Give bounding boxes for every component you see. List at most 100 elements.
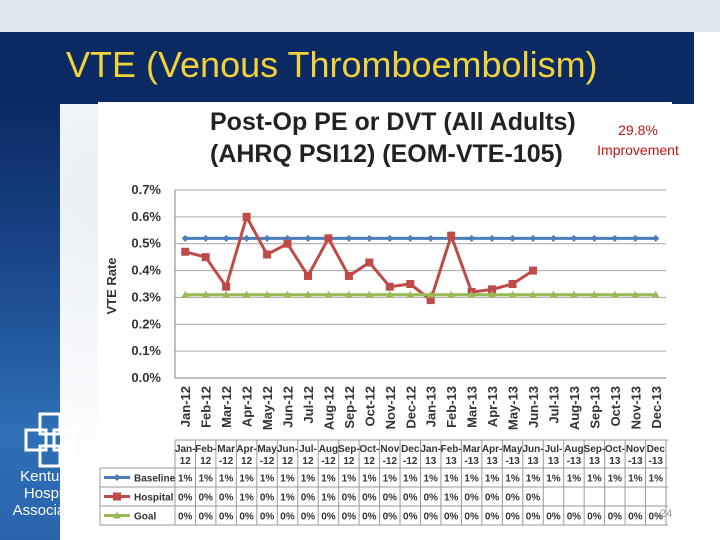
x-tick-label: Dec-12: [403, 386, 418, 429]
data-point-goal: [447, 290, 456, 298]
x-tick-label: Jun-13: [526, 386, 541, 428]
table-header: Sep-: [584, 444, 606, 455]
table-cell: 0%: [403, 493, 418, 504]
org-name-line-3: Association: [12, 502, 90, 519]
data-point-goal: [283, 290, 292, 298]
table-cell: 0%: [301, 493, 316, 504]
table-cell: 1%: [546, 474, 561, 485]
x-tick-label: Mar-13: [465, 386, 480, 428]
table-cell: 1%: [198, 474, 213, 485]
data-point-goal: [303, 290, 312, 298]
x-tick-label: Sep-12: [342, 386, 357, 429]
data-point-goal: [529, 290, 538, 298]
table-header: 12: [364, 456, 376, 467]
table-header: Feb-: [441, 444, 462, 455]
y-tick-label: 0.0%: [131, 370, 161, 385]
data-point-goal: [406, 290, 415, 298]
data-point-hospital: [222, 282, 231, 291]
org-name-line-2: Hospital: [23, 485, 79, 502]
table-cell: 1%: [239, 474, 254, 485]
table-cell: 1%: [464, 474, 479, 485]
page-number: 24: [660, 508, 673, 520]
data-point-baseline: [345, 234, 353, 242]
x-tick-label: Jan-12: [178, 386, 193, 427]
improvement-annotation: 29.8% Improvement: [578, 120, 698, 160]
data-point-baseline: [570, 234, 578, 242]
x-tick-label: Sep-13: [587, 386, 602, 429]
x-tick-label: Dec-13: [649, 386, 664, 429]
x-tick-label: Apr-12: [240, 386, 255, 427]
legend-marker-baseline: [113, 474, 121, 481]
table-cell: 1%: [444, 474, 459, 485]
table-cell: 0%: [178, 493, 193, 504]
x-tick-label: Feb-13: [444, 386, 459, 428]
data-point-hospital: [508, 280, 517, 288]
data-point-goal: [222, 290, 231, 298]
table-header: Jan-: [420, 444, 441, 455]
table-header: Jul-: [545, 444, 563, 455]
table-cell: 1%: [608, 474, 623, 485]
table-header: Oct-: [359, 444, 379, 455]
data-point-baseline: [652, 234, 660, 242]
table-cell: 0%: [342, 512, 357, 523]
table-cell: 0%: [239, 512, 254, 523]
data-point-baseline: [181, 234, 189, 242]
table-cell: 0%: [301, 512, 316, 523]
table-header: Dec: [401, 444, 420, 455]
data-point-baseline: [549, 234, 557, 242]
table-cell: 1%: [321, 474, 336, 485]
data-point-baseline: [427, 234, 435, 242]
table-cell: 0%: [383, 493, 398, 504]
legend-marker-hospital: [113, 492, 121, 501]
x-tick-label: Jan-13: [424, 386, 439, 427]
table-cell: 0%: [219, 493, 234, 504]
table-header: 12: [343, 456, 355, 467]
chart-title-line-2: (AHRQ PSI12) (EOM-VTE-105): [210, 140, 563, 168]
org-name-line-1: Kentucky: [20, 468, 82, 485]
data-point-goal: [467, 290, 476, 298]
table-cell: 1%: [383, 474, 398, 485]
data-point-baseline: [468, 234, 476, 242]
table-header: Aug: [564, 444, 583, 455]
table-cell: 0%: [485, 512, 500, 523]
table-cell: 0%: [628, 512, 643, 523]
data-point-goal: [242, 290, 251, 298]
x-tick-label: Aug-12: [321, 386, 336, 430]
table-header: 12: [302, 456, 314, 467]
data-point-goal: [488, 290, 497, 298]
table-cell: 0%: [464, 512, 479, 523]
table-cell: 0%: [424, 493, 439, 504]
y-tick-label: 0.1%: [131, 343, 161, 358]
table-cell: 0%: [546, 512, 561, 523]
table-header: -13: [628, 456, 643, 467]
table-cell: 1%: [239, 493, 254, 504]
table-header: 13: [548, 456, 560, 467]
chart-panel: [98, 102, 672, 526]
x-tick-label: Oct-12: [362, 386, 377, 426]
data-point-goal: [426, 290, 435, 298]
data-point-hospital: [447, 231, 456, 240]
table-cell: 0%: [280, 512, 295, 523]
data-point-baseline: [365, 234, 373, 242]
table-cell: 0%: [403, 512, 418, 523]
table-header: Aug: [319, 444, 338, 455]
data-point-goal: [651, 290, 660, 298]
x-tick-label: Nov-13: [628, 386, 643, 429]
table-cell: 0%: [260, 493, 275, 504]
y-tick-label: 0.5%: [131, 236, 161, 251]
data-point-baseline: [406, 234, 414, 242]
x-tick-label: Aug-13: [567, 386, 582, 430]
table-cell: 1%: [505, 474, 520, 485]
table-header: -13: [464, 456, 479, 467]
table-header: Apr-: [482, 444, 503, 455]
table-cell: 1%: [178, 474, 193, 485]
data-point-baseline: [611, 234, 619, 242]
data-point-baseline: [529, 234, 537, 242]
table-cell: 1%: [321, 493, 336, 504]
data-point-goal: [549, 290, 558, 298]
legend-label-baseline: Baseline: [134, 474, 176, 485]
legend-label-hospital: Hospital: [134, 493, 174, 504]
table-header: Sep-: [338, 444, 360, 455]
table-cell: 1%: [628, 474, 643, 485]
table-cell: 0%: [587, 512, 602, 523]
